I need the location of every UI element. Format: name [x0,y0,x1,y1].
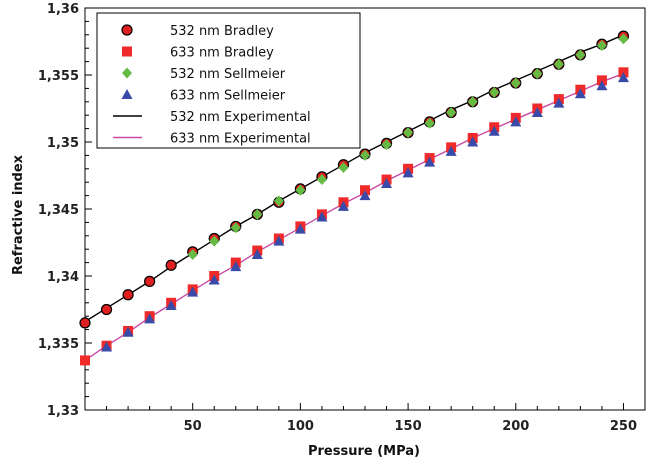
data-point [273,235,285,246]
data-point [510,116,522,127]
data-point [79,317,91,329]
data-point [121,24,133,36]
y-tick-label: 1,35 [47,136,79,151]
data-point [80,355,90,366]
data-point [187,286,199,297]
series-markers [101,72,629,352]
data-point [467,136,479,147]
data-point [617,72,629,83]
data-point [187,249,198,261]
data-point [488,125,500,136]
data-point [165,259,177,271]
data-point [445,145,457,156]
x-tick-label: 200 [502,419,529,434]
y-axis: 1,33 1,335 1,34 1,345 1,35 1,355 1,36 [38,2,92,419]
legend-label: 633 nm Sellmeier [170,89,286,104]
legend-box [96,12,361,149]
data-point [208,274,220,285]
data-point [230,222,241,234]
y-tick-label: 1,355 [38,69,79,84]
series-layer [79,30,630,366]
x-tick-label: 150 [395,419,422,434]
data-point [316,174,327,186]
data-point [252,208,263,220]
data-point [553,97,565,108]
data-point [446,107,457,119]
x-tick-label: 100 [287,419,314,434]
data-point [618,33,629,45]
data-point [337,200,349,211]
data-point [101,341,113,352]
legend: 532 nm Bradley 633 nm Bradley 532 nm Sellm… [96,12,361,149]
data-point [532,68,543,80]
data-point [359,190,371,201]
data-point [381,139,392,151]
data-point [144,313,156,324]
legend-label: 532 nm Sellmeier [170,67,286,82]
x-tick-label: 250 [610,419,637,434]
data-point [381,178,393,189]
data-point [467,96,478,108]
series-markers [187,33,629,261]
data-point [596,80,608,91]
data-point [574,88,586,99]
y-tick-label: 1,34 [47,270,79,285]
x-axis: 50 100 150 200 250 [106,403,646,434]
data-point [121,89,133,99]
data-point [424,156,436,167]
data-point [100,303,113,316]
data-point [122,67,132,79]
data-point [165,299,177,310]
y-axis-title: Refractive index [11,154,26,275]
x-tick-label: 50 [184,419,202,434]
legend-label: 532 nm Bradley [170,24,274,39]
data-point [531,107,543,118]
data-point [122,326,134,337]
data-point [144,275,156,287]
data-point [273,195,284,207]
y-tick-label: 1,33 [47,404,79,419]
legend-label: 633 nm Bradley [170,46,274,61]
data-point [424,117,435,129]
data-point [294,223,306,234]
y-tick-label: 1,345 [38,203,79,218]
legend-label: 633 nm Experimental [170,132,311,147]
data-point [596,40,607,52]
data-point [122,46,132,57]
data-point [230,261,242,272]
data-point [489,86,500,98]
data-point [402,167,414,178]
x-axis-title: Pressure (MPa) [308,444,420,459]
data-point [338,161,349,173]
data-point [209,235,220,247]
data-point [553,58,564,70]
data-point [251,249,263,260]
data-point [510,77,521,89]
data-point [575,49,586,61]
data-point [360,149,370,161]
data-point [295,184,306,196]
data-point [122,289,134,301]
y-tick-label: 1,36 [47,2,79,17]
data-point [316,211,328,222]
legend-label: 532 nm Experimental [170,110,311,125]
data-point [403,127,414,139]
y-tick-label: 1,335 [38,337,79,352]
